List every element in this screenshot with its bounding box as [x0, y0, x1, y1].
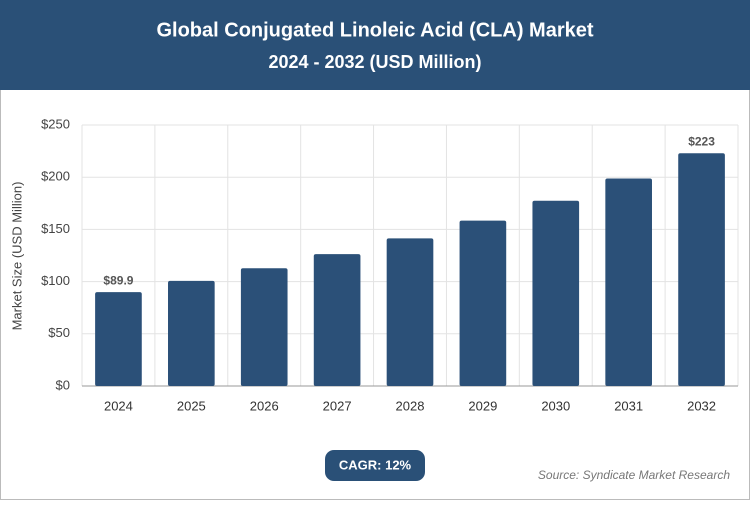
y-tick-label: $50: [48, 325, 70, 340]
bar: [532, 200, 580, 386]
cagr-badge: [325, 450, 425, 481]
y-tick-label: $250: [41, 116, 70, 131]
x-tick-label: 2027: [323, 398, 352, 413]
bar: [313, 254, 361, 386]
x-tick-label: 2031: [614, 398, 643, 413]
source: Source: Syndicate Market Research: [538, 468, 730, 482]
value-label: $89.9: [103, 273, 133, 287]
y-tick-label: $150: [41, 221, 70, 236]
header: [0, 0, 750, 90]
bar: [678, 153, 725, 386]
y-tick-label: $200: [41, 169, 70, 184]
x-tick-label: 2026: [250, 398, 279, 413]
bar: [240, 268, 288, 386]
chart-subtitle: 2024 - 2032 (USD Million): [268, 52, 481, 72]
bar: [95, 292, 142, 386]
x-tick-label: 2032: [687, 398, 716, 413]
x-tick-label: 2028: [396, 398, 425, 413]
x-tick-label: 2029: [468, 398, 497, 413]
y-tick-label: $0: [56, 377, 70, 392]
y-axis-label: Market Size (USD Million): [9, 182, 24, 331]
x-tick-label: 2025: [177, 398, 206, 413]
bar: [168, 280, 215, 386]
x-tick-label: 2030: [541, 398, 570, 413]
bar: [386, 238, 434, 386]
value-label: $223: [688, 134, 715, 148]
bar: [605, 178, 652, 386]
bar: [459, 220, 507, 386]
x-tick-label: 2024: [104, 398, 133, 413]
y-tick-label: $100: [41, 273, 70, 288]
cagr-label: CAGR: 12%: [339, 457, 412, 472]
chart-title: Global Conjugated Linoleic Acid (CLA) Ma…: [156, 19, 593, 41]
